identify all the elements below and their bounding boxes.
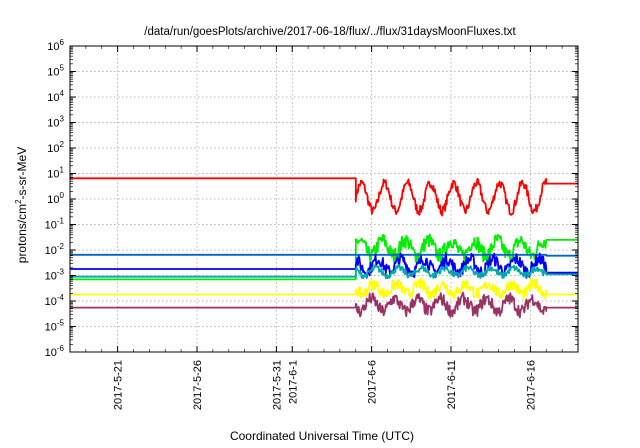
- y-tick-label: 105: [47, 64, 64, 79]
- y-tick-label: 10-3: [45, 268, 65, 283]
- x-tick-label: 2017-5-21: [113, 360, 125, 410]
- series-line-7: [70, 291, 578, 319]
- y-tick-label: 102: [47, 140, 64, 155]
- y-tick-label: 10-4: [45, 293, 65, 308]
- data-series: [70, 177, 578, 319]
- y-tick-label: 103: [47, 115, 64, 130]
- x-tick-label: 2017-6-1: [287, 360, 299, 404]
- y-tick-labels: 10-6 10-5 10-4 10-3 10-2 10-1 100 101 102 103 104 1…: [45, 38, 65, 359]
- series-line-3: [70, 253, 578, 257]
- chart-title: /data/run/goesPlots/archive/2017-06-18/f…: [144, 26, 516, 38]
- x-tick-label: 2017-6-16: [525, 360, 537, 410]
- series-line-1: [70, 177, 578, 217]
- axis-ticks: [70, 45, 578, 353]
- series-line-2: [70, 233, 578, 281]
- y-tick-label: 10-5: [45, 319, 65, 334]
- grid-lines: [70, 46, 578, 352]
- x-tick-label: 2017-6-11: [446, 360, 458, 409]
- y-tick-label: 10-6: [45, 344, 65, 359]
- y-tick-label: 10-1: [45, 217, 65, 232]
- y-axis-label: protons/cm2-s-sr-MeV: [14, 147, 29, 263]
- x-tick-label: 2017-5-31: [271, 360, 283, 410]
- y-tick-label: 106: [47, 38, 64, 53]
- x-tick-label: 2017-5-26: [192, 360, 204, 410]
- y-tick-label: 104: [47, 89, 64, 104]
- series-line-4: [70, 252, 578, 279]
- series-line-6: [70, 277, 578, 300]
- x-tick-labels: 2017-5-21 2017-5-26 2017-5-31 2017-6-1 2017-…: [113, 360, 538, 410]
- y-tick-label: 100: [47, 191, 64, 206]
- x-tick-label: 2017-6-6: [367, 360, 379, 404]
- series-line-5: [70, 264, 578, 280]
- y-tick-label: 10-2: [45, 242, 65, 257]
- x-axis-label: Coordinated Universal Time (UTC): [230, 429, 414, 443]
- y-tick-label: 101: [47, 166, 64, 181]
